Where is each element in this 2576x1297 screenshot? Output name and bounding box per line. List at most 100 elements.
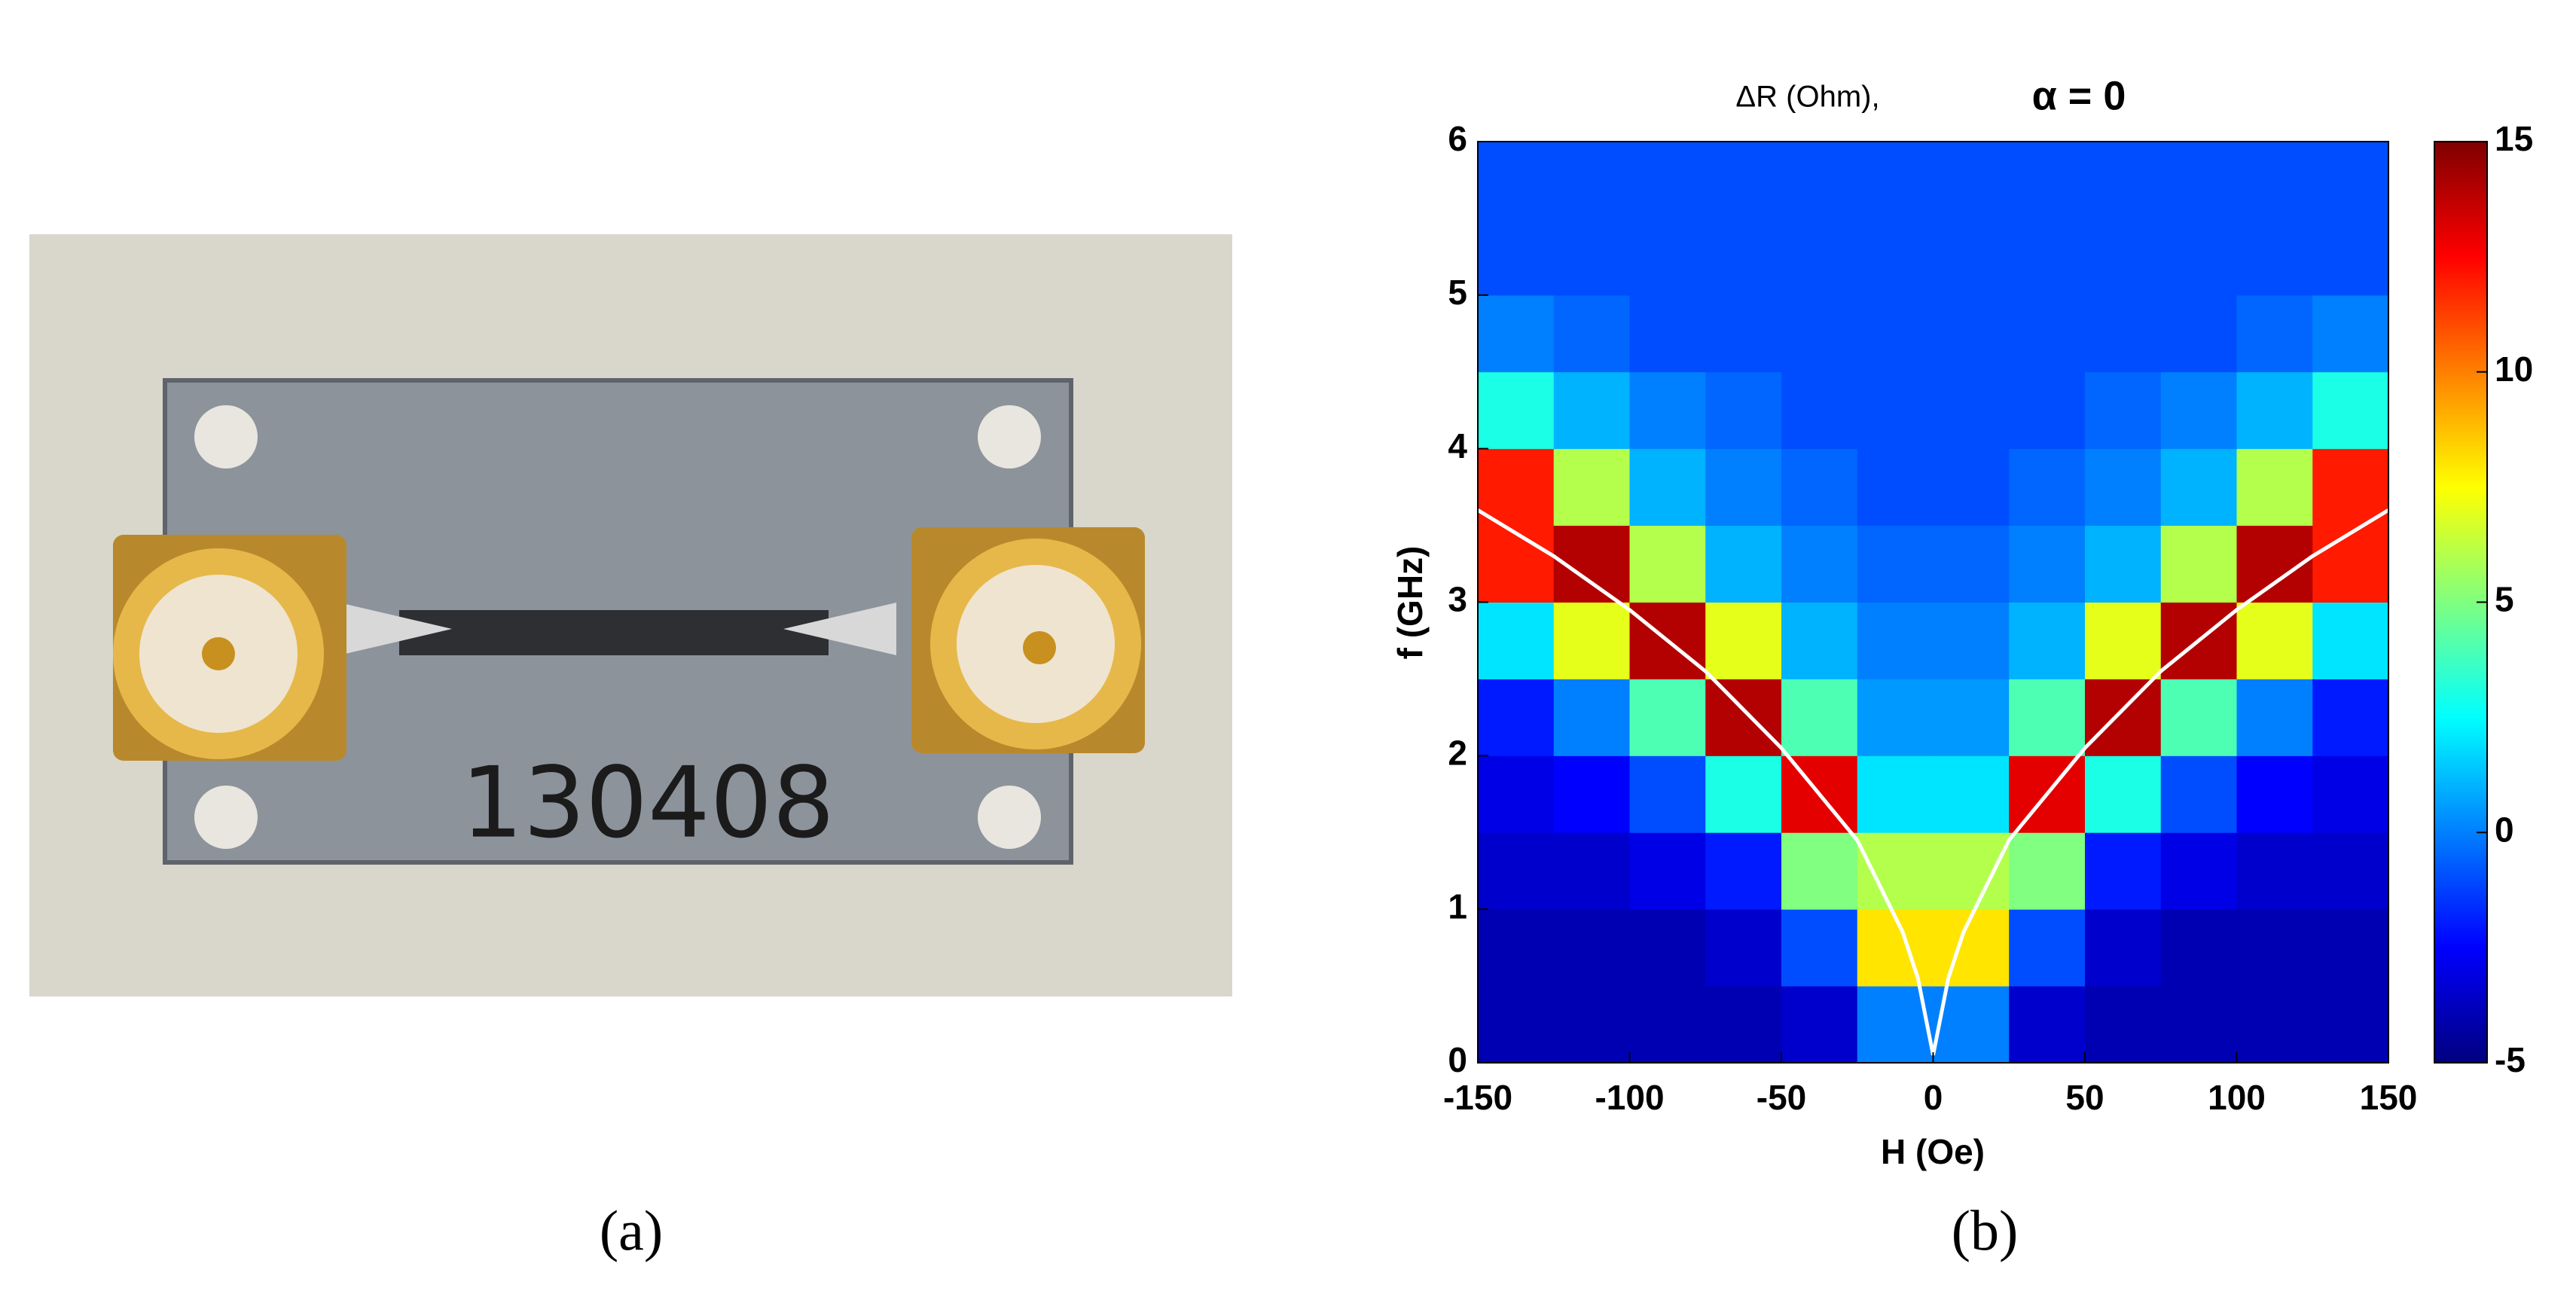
heatmap-cell [1629, 294, 1706, 373]
colorbar-tick-label: 15 [2495, 119, 2533, 158]
y-tick-label: 0 [1448, 1040, 1467, 1079]
heatmap-cell [2009, 371, 2086, 450]
heatmap-cell [2085, 294, 2162, 373]
heatmap-cell [1857, 525, 1934, 603]
y-tick-label: 5 [1448, 273, 1467, 312]
heatmap-cell [2009, 218, 2086, 296]
heatmap-cell [2009, 142, 2086, 219]
heatmap-cell [1553, 218, 1630, 296]
heatmap-cell [1478, 371, 1555, 450]
heatmap-cell [2312, 755, 2389, 833]
heatmap-cell [1553, 832, 1630, 910]
heatmap-cell [2236, 294, 2313, 373]
heatmap-cell [2085, 525, 2162, 603]
x-tick-label: 50 [2065, 1078, 2104, 1117]
x-tick-label: 100 [2208, 1078, 2266, 1117]
heatmap-cell [1705, 371, 1782, 450]
heatmap-cell [1629, 832, 1706, 910]
heatmap-cell [1781, 986, 1858, 1064]
heatmap-cell [1629, 679, 1706, 756]
heatmap-cell [2236, 142, 2313, 219]
heatmap-cell [1857, 602, 1934, 679]
heatmap-cell [2160, 755, 2237, 833]
heatmap-cell [2312, 986, 2389, 1064]
x-tick-label: 150 [2360, 1078, 2418, 1117]
y-tick-label: 2 [1448, 733, 1467, 772]
heatmap-cell [2312, 525, 2389, 603]
heatmap-cell [2085, 218, 2162, 296]
heatmap-cell [2085, 602, 2162, 679]
heatmap-cell [1781, 218, 1858, 296]
heatmap-cell [1781, 909, 1858, 987]
heatmap-cell [1629, 755, 1706, 833]
heatmap-cell [2085, 371, 2162, 450]
x-tick-label: 0 [1924, 1078, 1943, 1117]
heatmap-cell [1705, 909, 1782, 987]
chart-title: ΔR (Ohm), [1735, 81, 1879, 114]
heatmap-cell [1705, 832, 1782, 910]
heatmap-cell [2085, 986, 2162, 1064]
heatmap-cell [1933, 371, 2010, 450]
x-tick-label: -50 [1757, 1078, 1806, 1117]
heatmap-cell [2160, 525, 2237, 603]
panel-label: (a) [600, 1199, 663, 1262]
heatmap-cell [1781, 142, 1858, 219]
heatmap-cell [2312, 218, 2389, 296]
heatmap-cell [2009, 832, 2086, 910]
heatmap-cell [1857, 294, 1934, 373]
heatmap-cell [1857, 755, 1934, 833]
heatmap-cell [1781, 832, 1858, 910]
heatmap-cell [1781, 525, 1858, 603]
heatmap-cell [1857, 832, 1934, 910]
heatmap-cell [1705, 142, 1782, 219]
y-axis-label: f (GHz) [1390, 546, 1430, 660]
plot-area [1476, 142, 2390, 1064]
heatmap-cell [1933, 448, 2010, 526]
heatmap-cell [1478, 525, 1555, 603]
heatmap-cell [2236, 602, 2313, 679]
heatmap-cell [1933, 602, 2010, 679]
heatmap-cell [1553, 602, 1630, 679]
heatmap-cell [2009, 986, 2086, 1064]
heatmap-cell [2009, 909, 2086, 987]
heatmap-cell [2160, 986, 2237, 1064]
heatmap-cell [2236, 986, 2313, 1064]
heatmap-cell [1478, 218, 1555, 296]
heatmap-cell [2160, 909, 2237, 987]
heatmap-cell [2085, 909, 2162, 987]
heatmap-cell [2160, 832, 2237, 910]
heatmap-cell [1629, 218, 1706, 296]
y-tick-label: 3 [1448, 580, 1467, 619]
photo: 130408 [29, 234, 1232, 996]
heatmap-cell [2236, 755, 2313, 833]
heatmap-cell [1781, 448, 1858, 526]
heatmap-cell [2312, 602, 2389, 679]
heatmap-cell [1478, 679, 1555, 756]
colorbar-tick-label: 10 [2495, 349, 2533, 389]
heatmap-cell [1478, 142, 1555, 219]
panel-label: (b) [1952, 1199, 2019, 1262]
heatmap-cell [1553, 755, 1630, 833]
heatmap-cell [1857, 142, 1934, 219]
heatmap-cell [1705, 986, 1782, 1064]
y-tick-label: 4 [1448, 426, 1467, 465]
heatmap-cell [1933, 755, 2010, 833]
x-tick-label: -150 [1443, 1078, 1512, 1117]
heatmap-cell [2312, 909, 2389, 987]
heatmap-cell [2312, 679, 2389, 756]
heatmap-cell [2009, 679, 2086, 756]
heatmap-cell [1705, 525, 1782, 603]
heatmap-cell [2085, 832, 2162, 910]
heatmap-cell [1553, 142, 1630, 219]
colorbar-tick-label: 5 [2495, 580, 2514, 619]
heatmap-cell [2312, 294, 2389, 373]
heatmap-cell [2085, 142, 2162, 219]
heatmap-cell [1629, 448, 1706, 526]
heatmap-cell [2236, 832, 2313, 910]
heatmap-cell [1705, 602, 1782, 679]
chart-title-param: α = 0 [2032, 73, 2126, 118]
heatmap-cell [2009, 448, 2086, 526]
heatmap-cell [1478, 755, 1555, 833]
heatmap-cell [1629, 525, 1706, 603]
